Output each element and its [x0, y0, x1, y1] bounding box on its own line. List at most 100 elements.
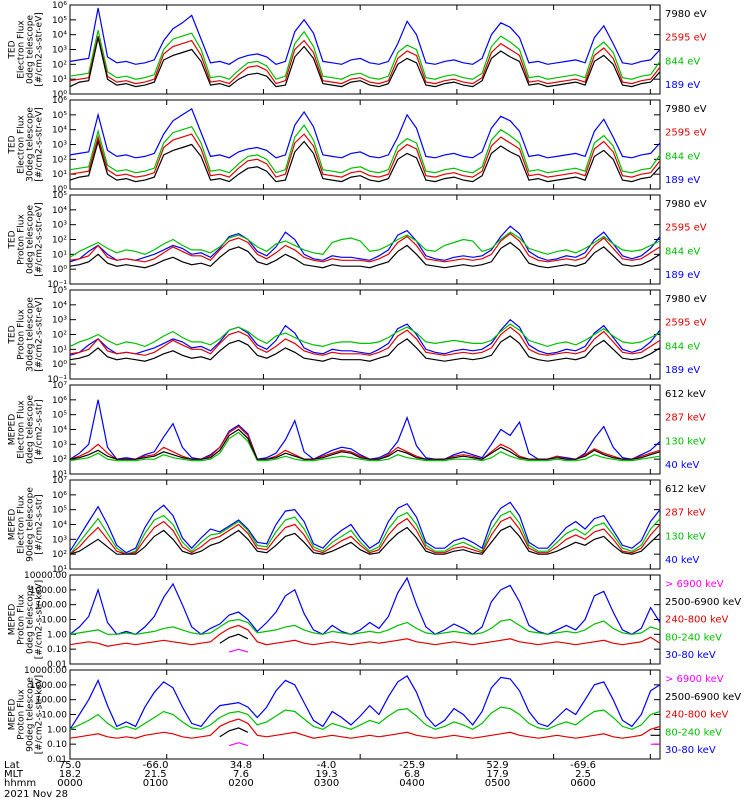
- legend-label: 7980 eV: [665, 199, 707, 210]
- footer-value: 0300: [314, 778, 339, 789]
- legend-label: 7980 eV: [665, 294, 707, 305]
- y-tick-label: 10⁵: [52, 111, 67, 121]
- legend-label: 287 keV: [665, 413, 706, 424]
- footer-value: 17.9: [486, 769, 508, 780]
- legend-label: 240-800 keV: [665, 710, 729, 721]
- y-axis-label-line: TED: [8, 40, 18, 59]
- series-line: [69, 124, 661, 174]
- y-tick-label: 10⁷: [52, 476, 67, 486]
- y-axis-label-line: 0deg telescope: [26, 15, 36, 85]
- y-tick-label: 10⁻¹: [47, 280, 67, 290]
- panel-frame: [69, 194, 661, 285]
- footer-value: 0500: [485, 778, 510, 789]
- y-tick-label: 10.00: [41, 711, 67, 721]
- panel-6: 10¹ 10² 10³ 10⁴ 10⁵ 10⁶ 10⁷ MEPEDElectron Flux9…: [8, 476, 706, 575]
- panel-frame: [69, 289, 661, 380]
- y-axis-label-line: Electron Flux: [17, 400, 27, 459]
- legend-label: 844 eV: [665, 56, 700, 67]
- series-line: [229, 742, 660, 747]
- series-line: [69, 525, 661, 555]
- panel-8: 0.010.101.0010.00100.001000.0010000.00ME…: [8, 666, 742, 765]
- y-tick-label: 10²: [52, 60, 67, 70]
- legend-label: 2595 eV: [665, 33, 707, 44]
- y-axis-label-line: 90deg telescope: [26, 487, 36, 562]
- legend-label: 130 keV: [665, 436, 706, 447]
- y-axis-label-line: 90deg telescope: [26, 677, 36, 752]
- y-tick-label: 10³: [52, 46, 67, 56]
- legend-label: 612 keV: [665, 484, 706, 495]
- y-axis-label: TEDElectron Flux30deg telescope[#/cm2-s-…: [8, 107, 45, 182]
- series-line: [69, 326, 661, 356]
- y-axis-label-line: 30deg telescope: [26, 107, 36, 182]
- legend-label: 40 keV: [665, 555, 699, 566]
- y-tick-label: 10⁰: [52, 265, 67, 275]
- footer-value: 7.6: [233, 769, 249, 780]
- legend-label: 844 eV: [665, 246, 700, 257]
- legend-label: 40 keV: [665, 460, 699, 471]
- y-tick-label: 10⁴: [52, 521, 67, 531]
- y-axis-label-line: TED: [8, 230, 18, 249]
- footer-row-label: hhmm: [4, 778, 36, 789]
- legend-label: 130 keV: [665, 531, 706, 542]
- footer-row-label: Lat: [4, 760, 20, 771]
- series-line: [69, 232, 661, 263]
- y-axis-label-line: 0deg telescope: [26, 585, 36, 655]
- y-tick-label: 10⁰: [52, 360, 67, 370]
- y-axis-label: MEPEDElectron Flux0deg telescope[#/cm2-s…: [8, 395, 45, 465]
- panel-frame: [69, 4, 661, 95]
- y-tick-label: 1.00: [47, 725, 67, 735]
- legend-label: 287 keV: [665, 508, 706, 519]
- y-axis-label-line: Proton Flux: [17, 214, 27, 265]
- y-axis-label: TEDProton Flux0deg telescope[#/cm2-s-str…: [8, 202, 45, 277]
- series-line: [229, 649, 650, 652]
- y-axis-label-line: [#/cm2-s-str-eV]: [35, 107, 45, 182]
- panel-2: 10⁰ 10¹ 10² 10³ 10⁴ 10⁵ 10⁶ TEDElectron Flux30d…: [8, 96, 707, 195]
- legend-label: 189 eV: [665, 270, 700, 281]
- series-line: [219, 727, 660, 738]
- footer-value: -4.0: [317, 760, 337, 771]
- y-tick-label: 10⁰: [52, 90, 67, 100]
- y-axis-label-line: Proton Flux: [17, 309, 27, 360]
- footer-date: 2021 Nov 28: [4, 789, 68, 800]
- y-tick-label: 10¹: [52, 345, 67, 355]
- series-line: [69, 133, 661, 178]
- y-tick-label: 10³: [52, 316, 67, 326]
- y-axis-label-line: MEPED: [8, 699, 18, 731]
- series-line: [69, 675, 661, 730]
- series-line: [69, 7, 661, 65]
- footer-value: 21.5: [144, 769, 166, 780]
- y-tick-label: 10²: [52, 155, 67, 165]
- legend-label: > 6900 keV: [665, 579, 724, 590]
- footer-value: -25.9: [399, 760, 425, 771]
- footer-value: -69.6: [570, 760, 596, 771]
- footer-value: 18.2: [59, 769, 81, 780]
- series-line: [69, 431, 661, 462]
- y-tick-label: 10²: [52, 236, 67, 246]
- legend-label: 30-80 keV: [665, 745, 716, 756]
- y-tick-label: 10⁴: [52, 206, 67, 216]
- y-tick-label: 10⁵: [52, 191, 67, 201]
- footer-value: 0600: [570, 778, 595, 789]
- series-line: [69, 37, 661, 88]
- y-tick-label: 10⁶: [52, 491, 67, 501]
- series-line: [69, 706, 661, 730]
- y-tick-label: 10³: [52, 141, 67, 151]
- series-line: [69, 618, 661, 635]
- legend-label: 240-800 keV: [665, 615, 729, 626]
- y-axis-label-line: MEPED: [8, 414, 18, 446]
- y-tick-label: 10⁻¹: [47, 375, 67, 385]
- series-line: [69, 335, 661, 362]
- y-axis-label-line: MEPED: [8, 509, 18, 541]
- y-tick-label: 0.10: [47, 740, 67, 750]
- y-tick-label: 10⁵: [52, 411, 67, 421]
- footer-value: 2.5: [575, 769, 591, 780]
- y-tick-label: 10³: [52, 535, 67, 545]
- panel-3: 10⁻¹ 10⁰ 10¹ 10² 10³ 10⁴ 10⁵ TEDProton Flux0deg…: [8, 191, 707, 290]
- y-tick-label: 10²: [52, 331, 67, 341]
- y-tick-label: 10¹: [52, 470, 67, 480]
- y-axis-label-line: [#/cm2-s-str-eV]: [35, 12, 45, 87]
- series-line: [69, 399, 661, 460]
- legend-label: > 6900 keV: [665, 674, 724, 685]
